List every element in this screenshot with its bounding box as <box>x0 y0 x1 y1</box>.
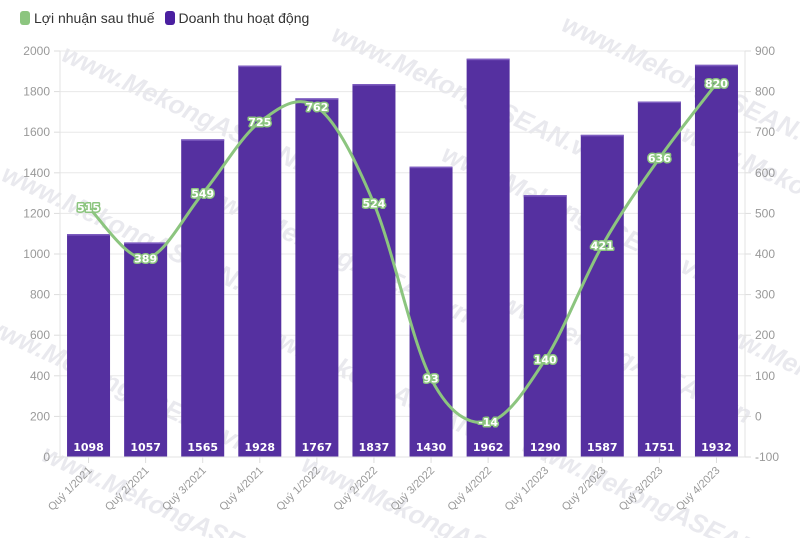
right-axis-tick-label: 500 <box>755 206 775 220</box>
line-value-label: 515 <box>77 201 100 214</box>
bar-top-edge <box>352 84 396 86</box>
left-axis-tick-label: 1400 <box>23 166 50 180</box>
bar-revenue <box>295 98 339 457</box>
bar-revenue <box>124 242 168 457</box>
bar-value-label: 1751 <box>644 441 675 454</box>
left-axis-tick-label: 800 <box>30 288 50 302</box>
bar-revenue <box>637 101 681 457</box>
legend-item-revenue[interactable]: Doanh thu hoạt động <box>164 10 310 26</box>
left-axis-tick-label: 1000 <box>23 247 50 261</box>
left-axis-tick-label: 200 <box>30 409 50 423</box>
bar-value-label: 1565 <box>187 441 218 454</box>
right-axis-tick-label: 600 <box>755 166 775 180</box>
left-axis-tick-label: 0 <box>43 450 50 464</box>
line-value-label: 524 <box>362 198 385 211</box>
bar-revenue <box>409 166 453 457</box>
right-axis-tick-label: 0 <box>755 409 762 423</box>
legend-swatch-profit <box>20 11 30 25</box>
bar-value-label: 1098 <box>73 441 104 454</box>
x-axis-tick-label: Quý 4/2022 <box>446 465 495 514</box>
bar-top-edge <box>238 65 282 68</box>
bar-top-edge <box>295 98 339 100</box>
line-value-label: 93 <box>423 373 438 386</box>
line-profit <box>87 82 718 425</box>
left-axis-tick-label: 600 <box>30 328 50 342</box>
bar-revenue <box>580 134 624 458</box>
bar-value-label: 1932 <box>701 441 732 454</box>
bar-top-edge <box>523 195 567 197</box>
legend-item-profit[interactable]: Lợi nhuận sau thuế <box>20 10 155 26</box>
line-value-label: 820 <box>705 77 728 90</box>
line-value-label: 421 <box>591 239 614 252</box>
line-value-label: 140 <box>534 354 557 367</box>
line-value-label: 389 <box>134 252 157 265</box>
bar-value-label: 1837 <box>359 441 390 454</box>
bar-top-edge <box>124 242 168 244</box>
bar-value-label: 1057 <box>130 441 161 454</box>
right-axis-tick-label: -100 <box>755 450 779 464</box>
bar-value-label: 1290 <box>530 441 561 454</box>
x-axis-tick-label: Quý 4/2021 <box>217 465 266 514</box>
bar-value-label: 1587 <box>587 441 618 454</box>
right-axis-tick-label: 700 <box>755 125 775 139</box>
line-value-label: 636 <box>648 152 671 165</box>
bar-top-edge <box>181 139 225 141</box>
legend-label-revenue: Doanh thu hoạt động <box>178 10 310 26</box>
chart-legend: Lợi nhuận sau thuế Doanh thu hoạt động <box>20 10 313 26</box>
bar-top-edge <box>580 134 624 137</box>
bar-revenue <box>694 64 738 457</box>
left-axis-tick-label: 2000 <box>23 44 50 58</box>
bar-top-edge <box>637 101 681 104</box>
left-axis-tick-label: 1200 <box>23 206 50 220</box>
x-axis-tick-label: Quý 1/2023 <box>503 465 552 514</box>
line-value-label: -14 <box>478 416 498 429</box>
left-axis-tick-label: 1800 <box>23 85 50 99</box>
bar-value-label: 1928 <box>244 441 275 454</box>
right-axis-tick-label: 100 <box>755 369 775 383</box>
left-axis-tick-label: 1600 <box>23 125 50 139</box>
bar-revenue <box>67 234 111 457</box>
right-axis-tick-label: 900 <box>755 44 775 58</box>
right-axis-tick-label: 400 <box>755 247 775 261</box>
bar-top-edge <box>409 166 453 169</box>
bar-top-edge <box>466 58 510 61</box>
line-value-label: 762 <box>305 101 328 114</box>
bar-top-edge <box>67 234 111 236</box>
bar-value-label: 1430 <box>416 441 447 454</box>
bar-revenue <box>523 195 567 457</box>
line-value-label: 725 <box>248 116 271 129</box>
line-value-label: 549 <box>191 188 214 201</box>
bar-revenue <box>352 84 396 458</box>
bar-revenue <box>238 65 282 457</box>
right-axis-tick-label: 300 <box>755 288 775 302</box>
bar-value-label: 1767 <box>302 441 333 454</box>
bar-value-label: 1962 <box>473 441 504 454</box>
legend-label-profit: Lợi nhuận sau thuế <box>34 10 155 26</box>
bar-revenue <box>466 58 510 458</box>
bar-top-edge <box>694 64 738 67</box>
legend-swatch-revenue <box>164 11 175 25</box>
left-axis-tick-label: 400 <box>30 369 50 383</box>
right-axis-tick-label: 800 <box>755 85 775 99</box>
right-axis-tick-label: 200 <box>755 328 775 342</box>
